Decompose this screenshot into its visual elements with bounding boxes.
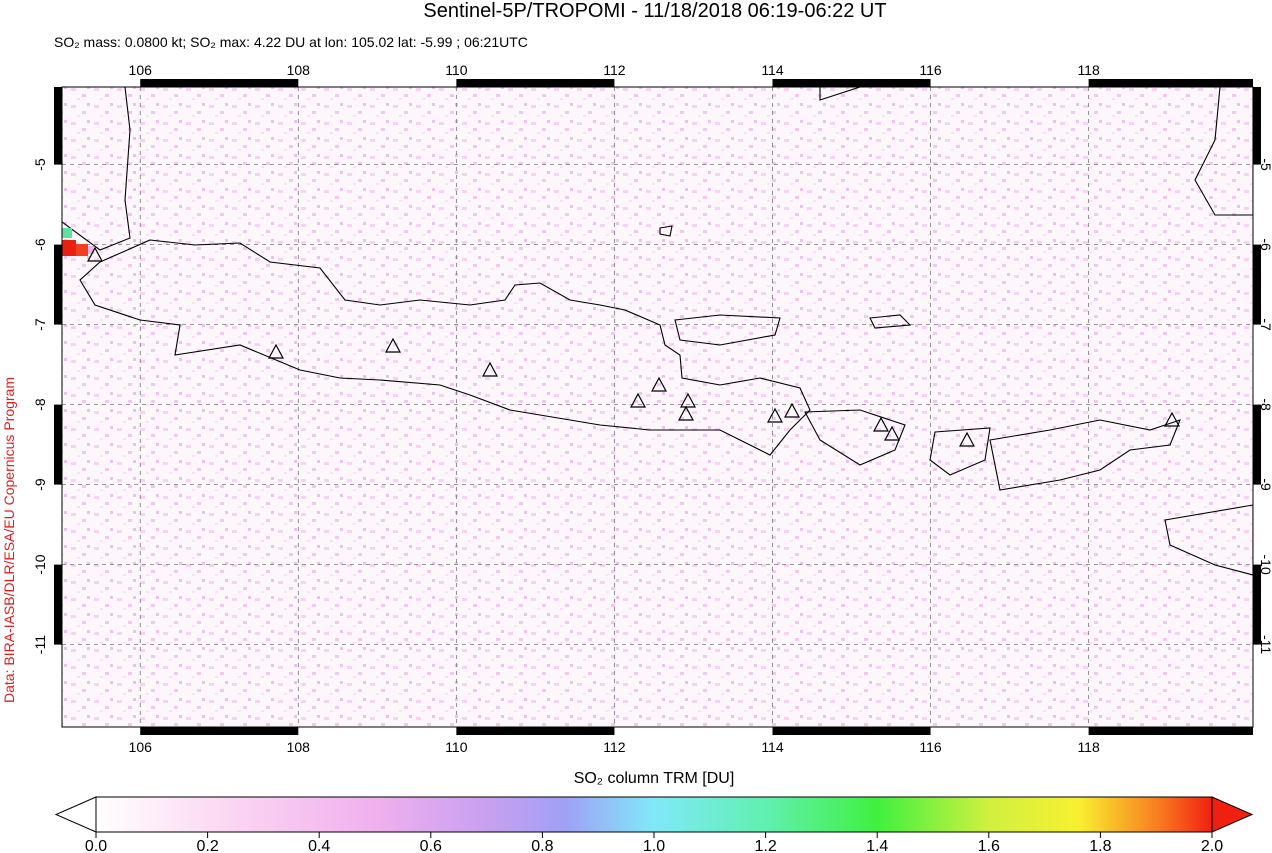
coastline [1164,504,1253,576]
y-tick-label: -6 [32,238,48,251]
volcano [872,416,890,432]
frame-segment [54,87,62,165]
frame-segment [456,79,615,87]
volcano [883,425,901,441]
y-tick-label: -5 [1258,158,1272,171]
colorbar-tick-label: 1.8 [1089,838,1111,853]
x-tick-label: 116 [919,62,942,78]
colorbar-ticks: 0.0 0.2 0.4 0.6 0.8 1.0 1.2 1.4 1.6 1.8 2.0 [85,832,1223,853]
so2-hotspot [76,244,88,256]
title: Sentinel-5P/TROPOMI - 11/18/2018 06:19-0… [423,0,886,22]
colorbar-tick-label: 1.2 [754,838,776,853]
colorbar-tick-label: 0.0 [85,838,107,853]
volcano [481,361,499,377]
colorbar-label: SO₂ column TRM [DU] [574,770,735,787]
coastline [62,87,131,251]
volcano [766,407,784,423]
coastline [804,409,906,466]
colorbar-tick-label: 2.0 [1201,838,1223,853]
frame-segment [1253,244,1261,325]
coastline [674,314,781,346]
map-frame [54,79,1261,735]
volcano [650,376,668,392]
frame-segment [456,727,615,735]
frame-segment [1253,564,1261,645]
x-tick-label: 116 [919,739,942,755]
colorbar-over [1211,796,1254,833]
so2-hotspot [62,228,72,238]
frame-segment [772,727,931,735]
frame-segment [1253,87,1261,165]
y-tick-label: -11 [32,635,48,654]
x-tick-label: 118 [1077,739,1100,755]
map-background [62,87,1253,727]
colorbar-tick-label: 0.2 [196,838,218,853]
y-tick-label: -9 [32,478,48,491]
colorbar-tick-label: 0.6 [420,838,442,853]
volcano [679,392,697,408]
y-tick-label: -8 [32,398,48,411]
x-tick-label: 112 [603,62,626,78]
colorbar [95,796,1213,833]
colorbar-under [54,796,97,833]
coastline [659,225,912,329]
y-tick-label: -10 [32,554,48,574]
colorbar-tick-label: 1.6 [978,838,1000,853]
frame-segment [54,244,62,325]
x-tick-label: 118 [1077,62,1100,78]
volcanoes [86,246,1181,447]
volcano [1163,411,1181,427]
x-tick-label: 114 [761,62,784,78]
coastline [929,427,991,476]
colorbar-tick-label: 0.4 [308,838,330,853]
frame-segment [54,564,62,645]
map-border [61,86,1254,728]
colorbar-tick-label: 1.0 [643,838,665,853]
frame-segment [140,727,299,735]
y-tick-label: -7 [32,318,48,331]
coastlines [62,87,1253,576]
y-tick-label: -5 [32,158,48,171]
y-tick-label: -11 [1258,635,1272,654]
frame-segment [1253,404,1261,485]
x-tick-label: 108 [287,739,311,755]
x-tick-label: 110 [445,62,468,78]
volcano [677,405,695,421]
coastline [1194,87,1253,216]
coastline [819,87,861,101]
so2-hotspot [88,246,94,254]
x-tick-label: 110 [445,739,468,755]
frame-segment [54,404,62,485]
y-tick-label: -9 [1258,478,1272,491]
volcano [267,343,285,359]
x-tick-label: 114 [761,739,784,755]
frame-segment [1088,79,1253,87]
volcano [958,431,976,447]
x-tick-label: 106 [129,62,153,78]
volcano [629,392,647,408]
so2-hotspot [62,240,76,256]
colorbar-tick-label: 1.4 [866,838,888,853]
volcano [783,402,801,418]
x-tick-label: 112 [603,739,626,755]
coastline [989,419,1181,491]
colorbar-tick-label: 0.8 [531,838,553,853]
subtitle: SO₂ mass: 0.0800 kt; SO₂ max: 4.22 DU at… [54,34,528,50]
grid [62,87,1253,727]
volcano [86,246,104,262]
y-tick-label: -8 [1258,398,1272,411]
x-tick-label: 106 [129,739,153,755]
frame-segment [140,79,299,87]
coastline [79,239,811,456]
y-tick-label: -10 [1258,554,1272,574]
y-tick-label: -6 [1258,238,1272,251]
x-tick-label: 108 [287,62,311,78]
volcano [384,337,402,353]
frame-segment [1088,727,1253,735]
y-tick-label: -7 [1258,318,1272,331]
frame-segment [772,79,931,87]
credit: Data: BIRA-IASB/DLR/ESA/EU Copernicus Pr… [1,377,17,703]
